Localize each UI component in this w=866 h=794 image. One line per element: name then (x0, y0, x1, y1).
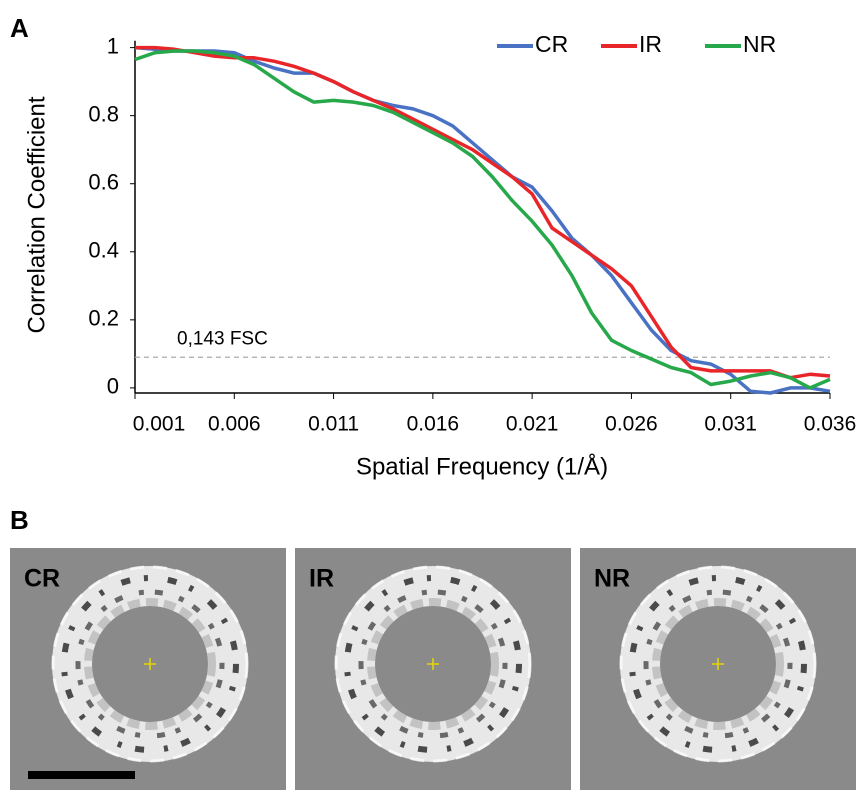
image-label: CR (24, 565, 60, 593)
image-label: IR (309, 565, 334, 593)
series-line (135, 45, 831, 380)
x-tick-label: 0.021 (506, 413, 559, 436)
y-tick-label: 0.2 (88, 306, 119, 331)
panel-label: A (10, 13, 29, 43)
x-axis-title: Spatial Frequency (1/Å) (356, 452, 608, 480)
ring (620, 566, 816, 762)
series-line (134, 45, 831, 395)
micrograph: IR (295, 548, 571, 790)
x-tick-label: 0.001 (133, 413, 186, 436)
ring-texture (344, 575, 522, 753)
y-tick-label: 1 (107, 33, 119, 58)
ring-texture (367, 598, 499, 730)
x-tick-label: 0.006 (208, 413, 261, 436)
ring (52, 566, 248, 762)
ring-texture (652, 598, 784, 730)
ring-texture (334, 565, 532, 763)
reference-label: 0,143 FSC (177, 328, 268, 349)
y-tick-label: 0.8 (88, 101, 119, 126)
x-tick-label: 0.016 (407, 413, 460, 436)
ring-texture (51, 565, 249, 763)
x-tick-label: 0.031 (704, 413, 757, 436)
y-axis-title: Correlation Coefficient (23, 96, 50, 333)
y-tick-label: 0.6 (88, 170, 119, 195)
y-tick-label: 0 (107, 374, 119, 399)
ring-texture (84, 598, 216, 730)
image-label: NR (594, 565, 630, 593)
ring-texture (61, 575, 239, 753)
x-tick-label: 0.036 (804, 413, 857, 436)
ring-texture (358, 589, 508, 739)
scale-bar (28, 771, 135, 779)
y-tick-label: 0.4 (88, 238, 119, 263)
x-tick-label: 0.026 (605, 413, 658, 436)
panel-label: B (10, 505, 29, 535)
legend-label: IR (639, 31, 662, 57)
micrograph: CR (10, 548, 286, 790)
legend-label: NR (743, 31, 776, 57)
ring-texture (629, 575, 807, 753)
micrograph: NR (580, 548, 856, 790)
series-line (134, 49, 831, 390)
ring-texture (75, 589, 225, 739)
ring (335, 566, 531, 762)
x-tick-label: 0.011 (308, 413, 359, 436)
legend-label: CR (535, 31, 568, 57)
ring-texture (643, 589, 793, 739)
ring-texture (619, 565, 817, 763)
